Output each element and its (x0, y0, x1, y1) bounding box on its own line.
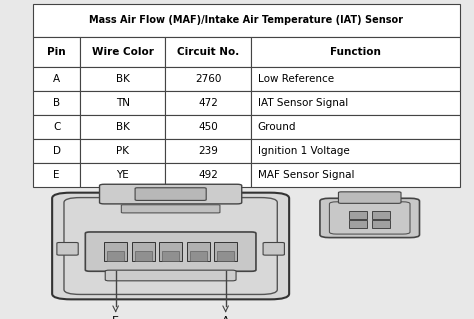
Text: PK: PK (116, 146, 129, 156)
Bar (187, 242, 210, 262)
Bar (80, 139, 165, 163)
Text: MAF Sensor Signal: MAF Sensor Signal (258, 170, 355, 180)
Bar (135, 251, 152, 261)
Bar (165, 163, 251, 187)
Text: Ground: Ground (258, 122, 296, 132)
Text: E: E (54, 170, 60, 180)
Text: YE: YE (117, 170, 129, 180)
FancyBboxPatch shape (320, 198, 419, 238)
FancyBboxPatch shape (100, 184, 242, 204)
Bar (162, 251, 179, 261)
Text: A: A (222, 316, 229, 319)
FancyBboxPatch shape (64, 197, 277, 294)
Bar (372, 211, 390, 219)
Bar (251, 163, 460, 187)
Bar (33, 4, 460, 37)
Bar (33, 67, 80, 91)
Text: 450: 450 (198, 122, 218, 132)
Text: Wire Color: Wire Color (92, 47, 154, 57)
Bar (80, 91, 165, 115)
Bar (251, 91, 460, 115)
Text: 472: 472 (198, 98, 218, 108)
Bar (165, 37, 251, 67)
Bar (80, 67, 165, 91)
Text: BK: BK (116, 122, 130, 132)
Text: Ignition 1 Voltage: Ignition 1 Voltage (258, 146, 350, 156)
Text: Mass Air Flow (MAF)/Intake Air Temperature (IAT) Sensor: Mass Air Flow (MAF)/Intake Air Temperatu… (90, 15, 403, 25)
Text: A: A (53, 74, 60, 84)
Bar (349, 220, 367, 228)
Bar (107, 251, 124, 261)
Text: 2760: 2760 (195, 74, 221, 84)
Bar (104, 242, 127, 262)
Text: IAT Sensor Signal: IAT Sensor Signal (258, 98, 348, 108)
FancyBboxPatch shape (85, 232, 256, 271)
Text: C: C (53, 122, 60, 132)
Bar (251, 115, 460, 139)
FancyBboxPatch shape (52, 193, 289, 299)
Text: E: E (112, 316, 119, 319)
Text: TN: TN (116, 98, 130, 108)
FancyBboxPatch shape (121, 205, 220, 213)
Bar (33, 115, 80, 139)
Bar (33, 139, 80, 163)
Bar (190, 251, 207, 261)
Bar (251, 139, 460, 163)
FancyBboxPatch shape (338, 192, 401, 203)
FancyBboxPatch shape (105, 270, 236, 281)
Bar (165, 115, 251, 139)
Bar (214, 242, 237, 262)
Text: Low Reference: Low Reference (258, 74, 334, 84)
Bar (165, 91, 251, 115)
Bar (251, 67, 460, 91)
Bar (33, 163, 80, 187)
Text: D: D (53, 146, 61, 156)
Text: 492: 492 (198, 170, 218, 180)
Bar (33, 91, 80, 115)
FancyBboxPatch shape (263, 242, 284, 255)
Text: BK: BK (116, 74, 130, 84)
FancyBboxPatch shape (329, 202, 410, 234)
Bar (80, 37, 165, 67)
Bar (80, 163, 165, 187)
Text: Circuit No.: Circuit No. (177, 47, 239, 57)
Text: 239: 239 (198, 146, 218, 156)
FancyBboxPatch shape (135, 188, 206, 200)
Bar (165, 139, 251, 163)
Bar (80, 115, 165, 139)
Text: Pin: Pin (47, 47, 66, 57)
Bar (349, 211, 367, 219)
Bar (132, 242, 155, 262)
FancyBboxPatch shape (57, 242, 78, 255)
Text: Function: Function (330, 47, 381, 57)
Bar (33, 37, 80, 67)
Bar (217, 251, 234, 261)
Bar (251, 37, 460, 67)
Bar (159, 242, 182, 262)
Bar (165, 67, 251, 91)
Text: B: B (53, 98, 60, 108)
Bar (372, 220, 390, 228)
